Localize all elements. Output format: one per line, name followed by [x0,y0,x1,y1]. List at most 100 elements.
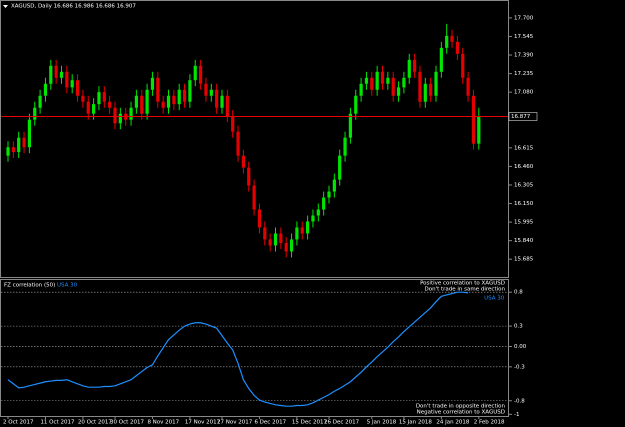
candle-body [273,233,278,246]
candle-body [364,77,369,84]
candle-body [477,116,481,144]
candle-body [450,35,454,42]
candle-body [396,87,401,96]
candle-body [75,80,80,96]
y-tick-label: 16.305 [514,182,534,188]
candle-body [279,233,283,244]
candle-body [316,209,320,216]
collapse-icon[interactable] [3,5,8,8]
x-tick-label: 5 Jan 2018 [367,420,397,426]
candle-body [466,77,470,96]
x-tick-label: 24 Jan 2018 [436,420,469,426]
candle-body [455,41,459,54]
candle-body [204,83,208,96]
candle-body [263,227,267,240]
candle-body [134,95,138,108]
candle-body [348,113,352,138]
candle-body [284,243,288,252]
candle-body [402,77,406,88]
y-tick-label: 15.840 [514,238,534,244]
candle-body [295,227,299,240]
candle-body [471,95,476,144]
candle-body [161,101,165,108]
candle-body [108,101,112,108]
candle-body [268,239,272,246]
candle-body [140,95,144,114]
y-tick-label: 16.150 [514,201,534,207]
candle-body [220,95,224,108]
candle-body [188,80,192,102]
candle-body [38,95,42,108]
candle-body [22,137,26,148]
annotation: Don't trade in same direction [424,287,505,293]
candle-body [199,65,203,84]
y-tick-label: -1 [514,412,519,418]
x-tick-label: 15 Dec 2017 [292,420,328,426]
y-tick-label: 0.8 [514,290,523,296]
candle-body [166,95,171,108]
series-label: USA 30 [484,295,505,301]
candle-body [311,215,315,222]
candle-body [370,77,374,90]
candle-body [70,80,74,88]
candle-body [118,113,122,124]
candle-body [81,95,85,102]
candle-body [59,71,64,78]
candle-body [86,101,90,114]
candle-body [33,107,37,120]
candle-body [445,35,449,48]
y-tick-label: 15.685 [514,257,534,263]
y-tick-label: 17.080 [514,90,534,96]
candle-body [306,221,310,234]
candle-body [6,147,10,156]
annotation: Negative correlation to XAGUSD [417,410,505,416]
candle-body [429,83,433,96]
candle-body [386,77,390,84]
candle-body [43,83,48,96]
candle-body [145,89,149,114]
candle-body [27,119,31,148]
y-tick-label: 15.995 [514,220,534,226]
x-tick-label: 17 Nov 2017 [185,420,221,426]
candle-body [380,71,385,84]
x-tick-label: 30 Oct 2017 [110,420,145,426]
candle-body [300,227,304,234]
candle-body [129,107,133,120]
x-tick-label: 26 Dec 2017 [324,420,360,426]
price-label-box [508,112,538,121]
candle-body [434,71,438,96]
indicator-title: FZ correlation (50) [4,283,55,289]
candle-body [375,71,379,90]
candle-body [418,71,422,102]
x-tick-label: 6 Dec 2017 [254,420,286,426]
candle-body [289,239,294,252]
correlation-line [7,291,469,407]
y-tick-label: 16.615 [514,145,534,151]
candle-body [439,47,443,72]
candle-body [332,179,336,192]
candle-body [391,77,395,96]
y-tick-label: -0.8 [514,398,525,404]
candle-body [193,65,197,81]
price-label: 16.877 [511,114,531,120]
x-tick-label: 27 Nov 2017 [217,420,253,426]
candle-body [17,137,21,153]
candle-body [461,53,465,78]
candle-body [172,95,176,105]
candle-body [11,147,15,153]
y-tick-label: -0.3 [514,364,525,370]
annotation: Positive correlation to XAGUSD [420,281,505,287]
candle-body [241,155,245,168]
candle-body [322,197,326,210]
x-tick-label: 20 Oct 2017 [78,420,113,426]
legend-entry: USA 30 [57,283,78,289]
x-tick-label: 2 Oct 2017 [3,420,34,426]
candle-body [102,92,106,102]
y-tick-label: 17.390 [514,53,534,59]
candle-body [54,65,58,78]
candle-body [359,83,363,96]
y-tick-label: 17.545 [514,34,534,40]
y-tick-label: 0.00 [514,344,527,350]
candle-body [92,104,96,114]
